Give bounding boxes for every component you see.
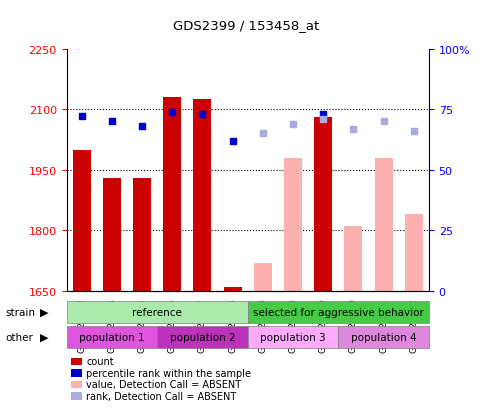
Bar — [248, 301, 429, 323]
Point — [319, 116, 327, 123]
Bar — [344, 227, 362, 291]
Point — [138, 123, 146, 130]
Bar — [67, 301, 248, 323]
Text: count: count — [86, 356, 114, 366]
Text: strain: strain — [5, 307, 35, 317]
Point — [319, 112, 327, 118]
Bar — [338, 326, 429, 348]
Text: population 4: population 4 — [351, 332, 417, 342]
Point — [380, 119, 387, 126]
Bar — [103, 178, 121, 291]
Text: population 3: population 3 — [260, 332, 326, 342]
Point — [229, 138, 237, 145]
Point — [350, 126, 357, 133]
Bar — [405, 215, 423, 291]
Bar — [254, 263, 272, 291]
Bar — [157, 326, 248, 348]
Text: percentile rank within the sample: percentile rank within the sample — [86, 368, 251, 378]
Text: population 2: population 2 — [170, 332, 235, 342]
Bar — [375, 158, 392, 291]
Bar — [193, 100, 211, 291]
Bar — [314, 118, 332, 291]
Bar — [133, 178, 151, 291]
Bar — [223, 287, 242, 291]
Bar — [248, 326, 338, 348]
Point — [259, 131, 267, 138]
Bar — [284, 158, 302, 291]
Point — [199, 112, 207, 118]
Point — [108, 119, 116, 126]
Text: GDS2399 / 153458_at: GDS2399 / 153458_at — [174, 19, 319, 31]
Text: value, Detection Call = ABSENT: value, Detection Call = ABSENT — [86, 380, 242, 389]
Bar — [72, 150, 91, 291]
Bar — [67, 326, 157, 348]
Point — [410, 128, 418, 135]
Point — [78, 114, 86, 121]
Text: ▶: ▶ — [40, 307, 49, 317]
Point — [168, 109, 176, 116]
Text: reference: reference — [132, 307, 182, 317]
Text: other: other — [5, 332, 33, 342]
Text: selected for aggressive behavior: selected for aggressive behavior — [253, 307, 424, 317]
Bar — [163, 98, 181, 291]
Text: rank, Detection Call = ABSENT: rank, Detection Call = ABSENT — [86, 391, 237, 401]
Text: ▶: ▶ — [40, 332, 49, 342]
Text: population 1: population 1 — [79, 332, 144, 342]
Point — [289, 121, 297, 128]
